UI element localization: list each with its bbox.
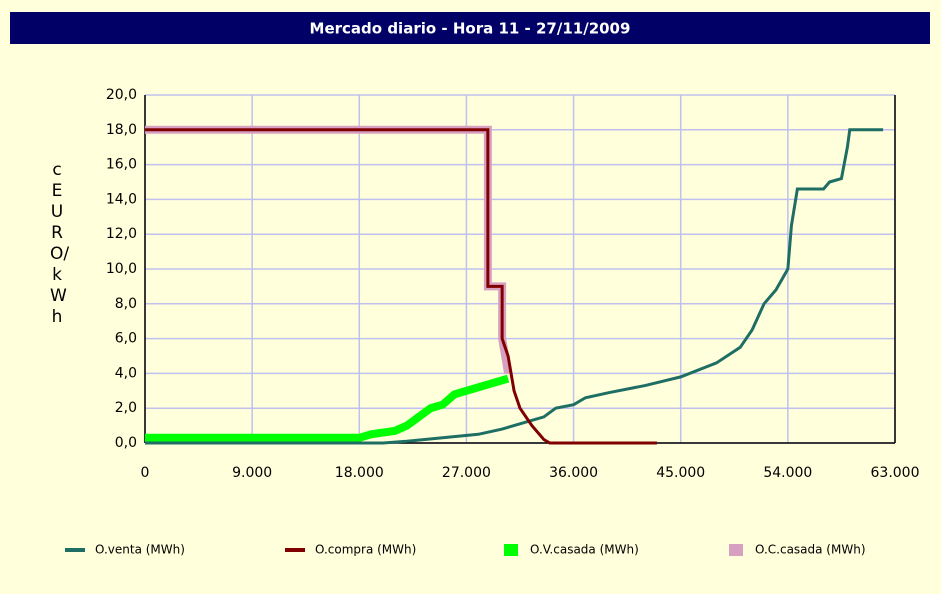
legend-label: O.compra (MWh) (315, 543, 416, 557)
title-bar (10, 12, 930, 44)
y-axis-label: cEURO/kWh (50, 160, 70, 327)
y-tick-label: 4,0 (115, 365, 137, 381)
legend-label: O.C.casada (MWh) (755, 543, 866, 557)
legend-swatch (504, 544, 518, 556)
y-tick-label: 14,0 (106, 191, 137, 207)
legend-label: O.venta (MWh) (95, 543, 185, 557)
x-tick-label: 0 (141, 465, 150, 481)
y-tick-label: 2,0 (115, 400, 137, 416)
y-tick-label: 8,0 (115, 296, 137, 312)
x-tick-label: 45.000 (656, 465, 705, 481)
x-tick-label: 18.000 (335, 465, 384, 481)
series-line (145, 128, 657, 445)
y-tick-label: 10,0 (106, 261, 137, 277)
x-tick-label: 27.000 (442, 465, 491, 481)
legend-label: O.V.casada (MWh) (530, 543, 639, 557)
x-tick-label: 54.000 (763, 465, 812, 481)
series-line (145, 128, 884, 445)
y-tick-label: 0,0 (115, 435, 137, 451)
y-tick-label: 18,0 (106, 122, 137, 138)
y-tick-label: 6,0 (115, 331, 137, 347)
y-tick-label: 12,0 (106, 226, 137, 242)
x-tick-label: 9.000 (232, 465, 272, 481)
x-tick-label: 63.000 (871, 465, 920, 481)
y-tick-label: 20,0 (106, 87, 137, 103)
x-tick-label: 36.000 (549, 465, 598, 481)
chart-title: Mercado diario - Hora 11 - 27/11/2009 (310, 20, 631, 38)
series-line (145, 374, 510, 442)
y-tick-label: 16,0 (106, 157, 137, 173)
legend-swatch (729, 544, 743, 556)
